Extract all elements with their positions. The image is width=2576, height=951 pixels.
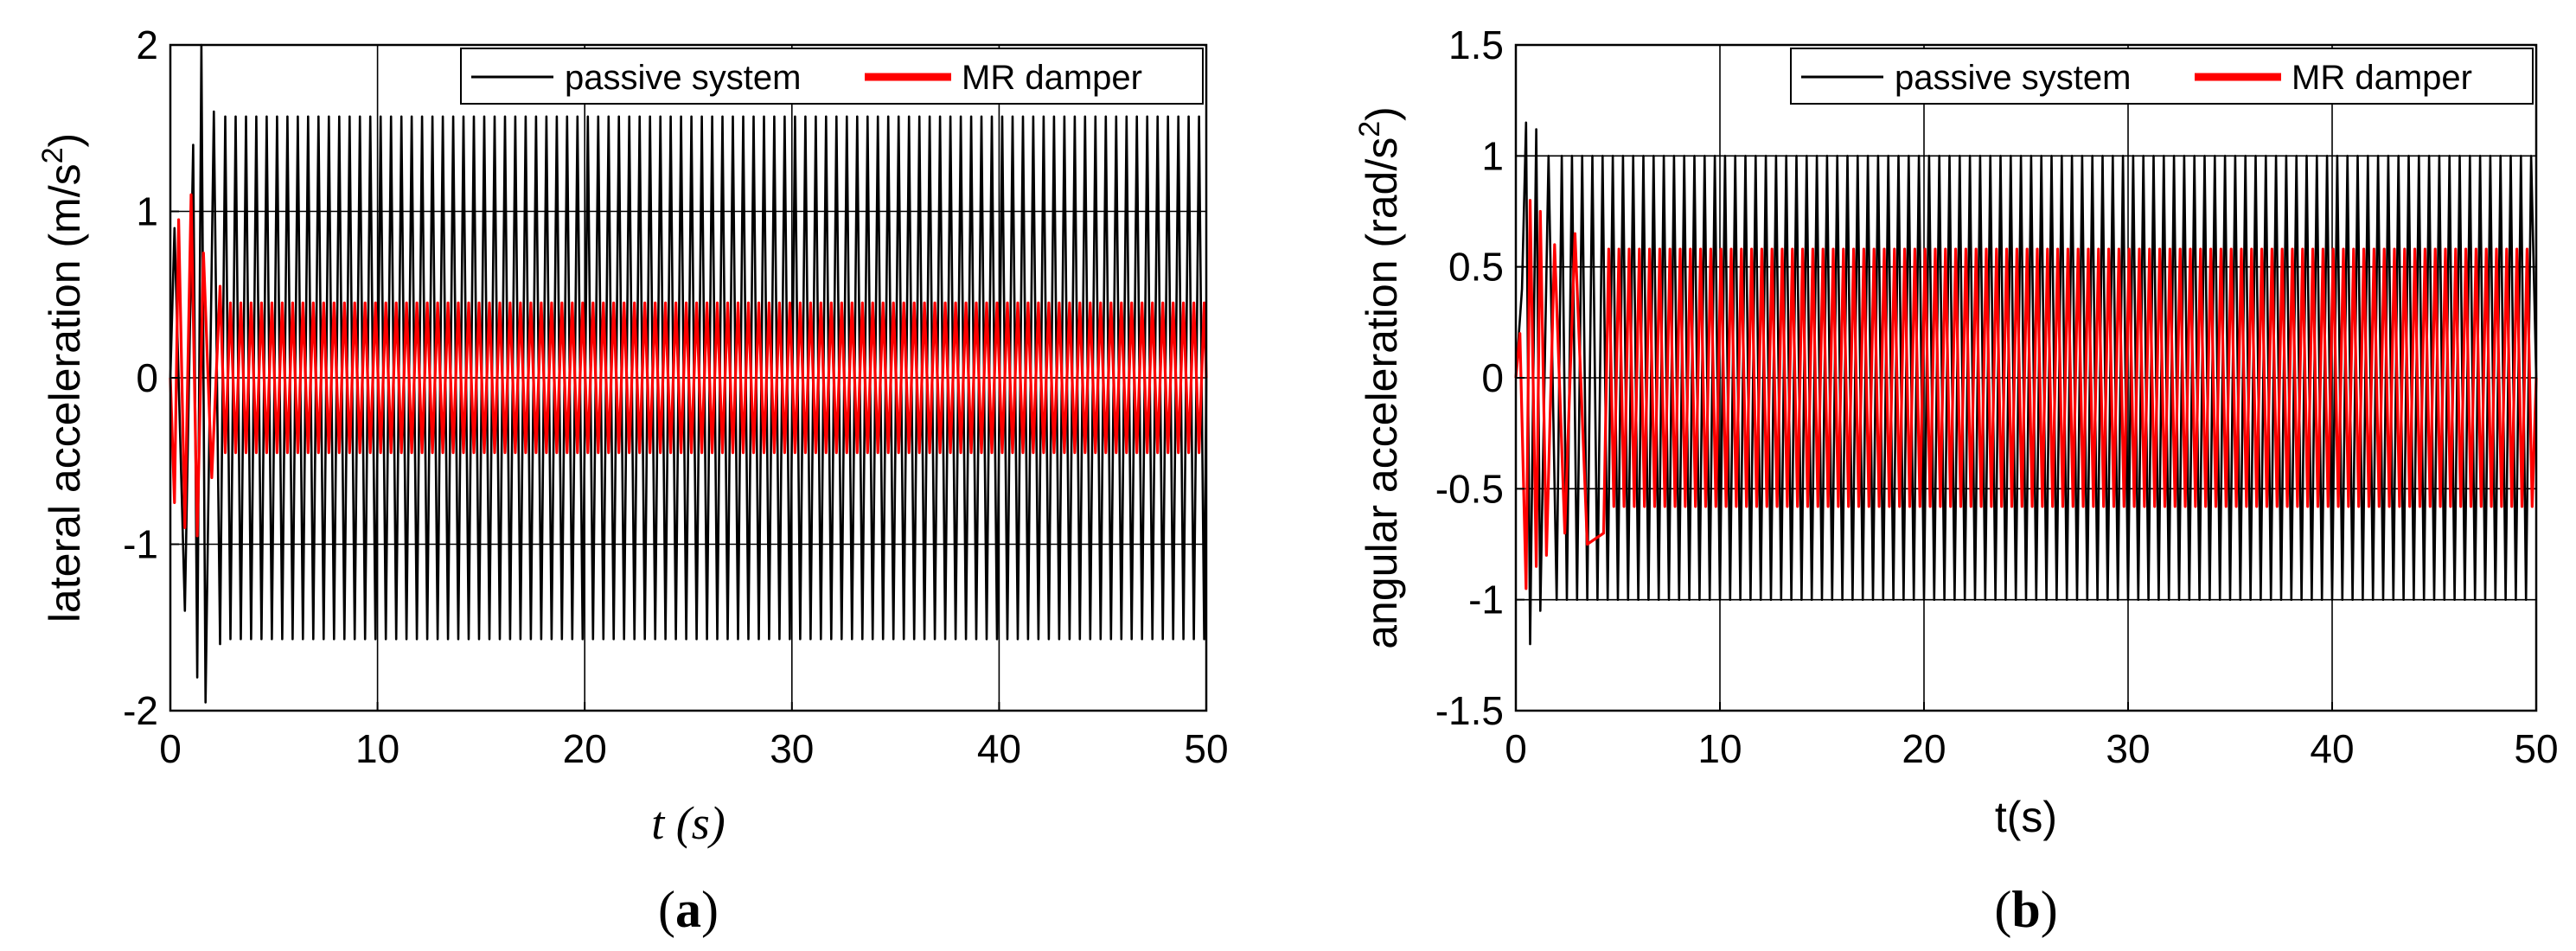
chart-a-legend: passive system MR damper [460,48,1204,105]
chart-a-y-tick-label-4: 2 [136,22,158,67]
chart-b-y-tick-label-6: 1.5 [1448,22,1504,67]
chart-a-line-mr-damper [169,193,1208,538]
chart-b-y-tick-label-0: -1.5 [1435,688,1504,733]
chart-b-x-tick-label-1: 10 [1697,726,1742,771]
chart-b-x-tick-label-0: 0 [1505,726,1527,771]
chart-b-x-tick-label-5: 50 [2514,726,2558,771]
chart-a-x-tick-label-4: 40 [977,726,1021,771]
chart-b: -1.5 -1 -0.5 0 0.5 1 1.5 0 10 20 30 40 50 passive s… [1353,22,2559,938]
chart-a-x-tick-label-5: 50 [1184,726,1228,771]
chart-a-y-tick-label-1: -1 [123,522,158,567]
chart-a-x-tick-label-1: 10 [355,726,400,771]
chart-b-y-axis-label: angular acceleration (rad/s2) [1353,106,1406,649]
chart-a-y-tick-labels: -2 -1 0 1 2 [123,22,179,733]
chart-b-y-tick-labels: -1.5 -1 -0.5 0 0.5 1 1.5 [1435,22,1525,733]
chart-a-y-tick-label-0: -2 [123,688,158,733]
chart-a-y-axis-label: lateral acceleration (m/s2) [36,133,89,622]
chart-a-x-tick-label-2: 20 [563,726,607,771]
chart-a-series-mr-damper [169,193,1208,538]
chart-b-x-tick-label-2: 20 [1902,726,1946,771]
chart-a-y-tick-label-3: 1 [136,189,158,234]
chart-b-legend-box [1790,48,2534,105]
chart-b-x-tick-labels: 0 10 20 30 40 50 [1505,702,2559,771]
chart-a-x-axis-label: t (s) [651,797,725,849]
chart-b-legend: passive system MR damper [1790,48,2534,105]
chart-b-series-mr-damper [1514,199,2538,590]
chart-b-x-tick-label-3: 30 [2106,726,2150,771]
chart-b-legend-label-passive: passive system [1895,59,2131,97]
chart-a-legend-box [460,48,1204,105]
chart-a-x-tick-label-3: 30 [770,726,814,771]
chart-b-y-tick-label-2: -0.5 [1435,466,1504,511]
chart-a-panel-label: (a) [658,881,719,938]
chart-b-panel-label: (b) [1994,881,2057,938]
chart-b-y-tick-label-3: 0 [1481,355,1504,400]
chart-b-line-mr-damper [1514,199,2538,590]
chart-a-legend-label-mr: MR damper [962,59,1142,97]
chart-a-x-tick-labels: 0 10 20 30 40 50 [159,702,1229,771]
chart-b-x-tick-label-4: 40 [2310,726,2354,771]
chart-a-y-tick-label-2: 0 [136,355,158,400]
chart-b-y-tick-label-4: 0.5 [1448,245,1504,290]
chart-b-y-tick-label-5: 1 [1481,133,1504,178]
chart-a-x-tick-label-0: 0 [159,726,182,771]
chart-a-legend-label-passive: passive system [565,59,801,97]
chart-b-x-axis-label: t(s) [1995,793,2057,841]
chart-b-legend-label-mr: MR damper [2292,59,2472,97]
chart-b-y-tick-label-1: -1 [1468,578,1504,622]
chart-a: -2 -1 0 1 2 0 10 20 30 40 50 passive system MR da… [36,22,1229,938]
